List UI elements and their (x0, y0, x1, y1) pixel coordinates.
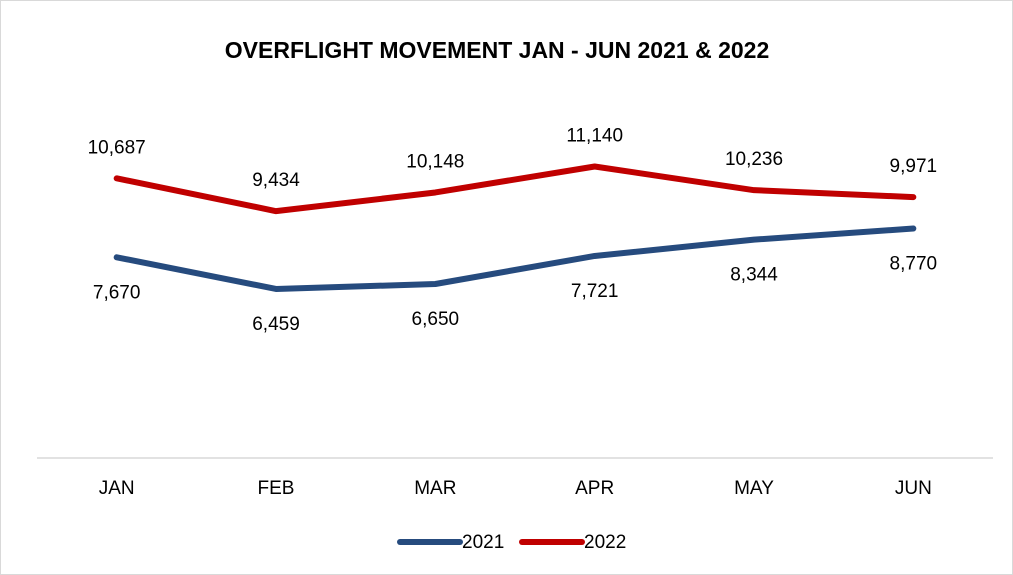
x-tick-label: APR (575, 478, 614, 499)
data-label: 7,670 (93, 282, 141, 303)
x-tick-label: MAY (734, 478, 774, 499)
data-label: 8,770 (890, 254, 938, 275)
data-label: 10,148 (406, 151, 464, 172)
data-label: 6,650 (412, 309, 460, 330)
legend-label: 2022 (584, 532, 626, 553)
legend-label: 2021 (462, 532, 504, 553)
data-label: 9,971 (890, 156, 938, 177)
x-tick-label: JAN (99, 478, 135, 499)
series-line (113, 163, 917, 215)
x-tick-label: MAR (414, 478, 456, 499)
data-label: 7,721 (571, 281, 619, 302)
data-label: 10,236 (725, 149, 783, 170)
series-line (113, 225, 917, 292)
data-label: 11,140 (566, 126, 623, 147)
chart-title: OVERFLIGHT MOVEMENT JAN - JUN 2021 & 202… (225, 37, 769, 63)
x-tick-label: JUN (895, 478, 932, 499)
x-tick-label: FEB (258, 478, 295, 499)
data-label: 6,459 (252, 314, 300, 335)
data-label: 9,434 (252, 170, 300, 191)
data-label: 8,344 (730, 265, 778, 286)
data-label: 10,687 (88, 137, 146, 158)
